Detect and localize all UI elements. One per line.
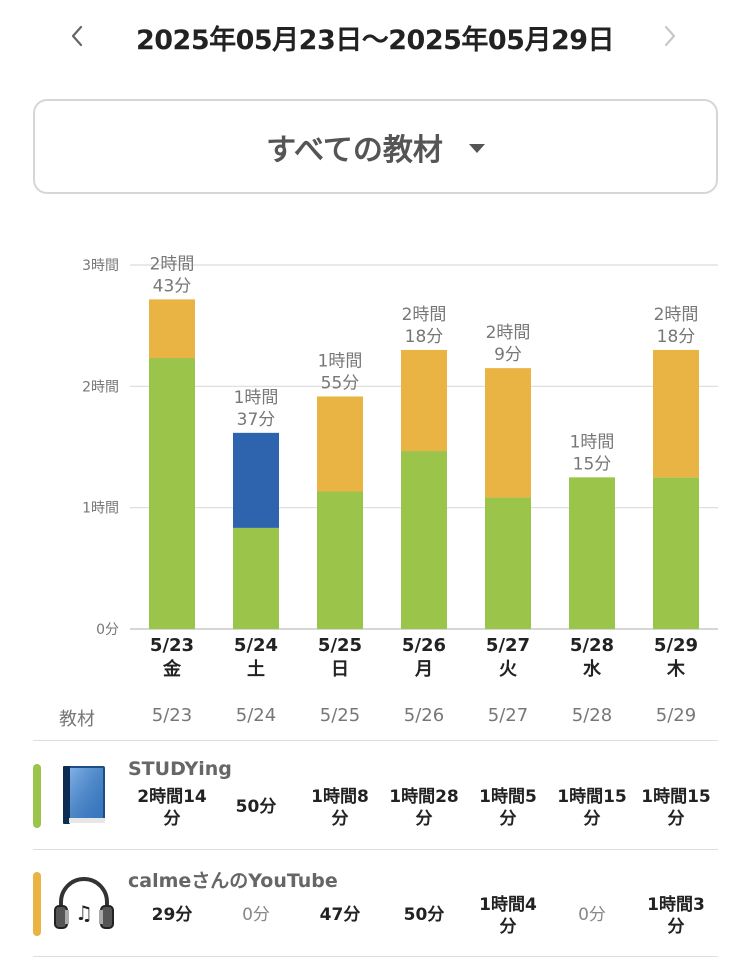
next-week-button[interactable] xyxy=(650,14,690,58)
y-tick-label: 0分 xyxy=(96,622,119,638)
x-weekday-label: 火 xyxy=(499,659,518,680)
material-name: calmeさんのYouTube xyxy=(128,870,338,892)
x-weekday-label: 日 xyxy=(331,659,349,680)
bar-segment xyxy=(317,396,363,492)
book-icon xyxy=(63,766,105,824)
time-cell: 1時間28 分 xyxy=(389,787,459,829)
material-color-bar xyxy=(33,764,41,828)
x-tick-label: 5/29 xyxy=(654,635,698,656)
bar-total-label: 2時間 xyxy=(654,305,699,325)
table-header-label: 教材 xyxy=(59,709,95,730)
y-tick-label: 3時間 xyxy=(82,258,119,274)
x-weekday-label: 水 xyxy=(583,658,602,680)
headphones-icon: ♫ xyxy=(54,877,114,929)
bar-segment xyxy=(401,451,447,629)
bar-segment xyxy=(149,299,195,359)
time-cell: 47分 xyxy=(319,905,361,925)
x-tick-label: 5/28 xyxy=(570,635,614,656)
material-filter-dropdown[interactable]: すべての教材 xyxy=(33,99,718,194)
bar-segment xyxy=(485,368,531,498)
bar-segment xyxy=(653,349,699,478)
table-date-cell: 5/24 xyxy=(235,705,277,726)
week-navigation: 2025年05月23日〜2025年05月29日 xyxy=(0,0,750,78)
y-tick-label: 2時間 xyxy=(82,379,119,395)
time-cell: 1時間15 分 xyxy=(641,787,711,829)
bar-segment xyxy=(317,491,363,629)
time-cell: 29分 xyxy=(151,905,193,925)
x-tick-label: 5/23 xyxy=(150,635,194,656)
date-range-title: 2025年05月23日〜2025年05月29日 xyxy=(135,25,615,56)
time-cell: 50分 xyxy=(403,905,445,925)
table-header-row: 教材 5/23 5/24 5/25 5/26 5/27 5/28 5/29 xyxy=(33,697,718,741)
bar-segment xyxy=(233,432,279,528)
bar-segment xyxy=(653,477,699,629)
x-tick-label: 5/25 xyxy=(318,635,362,656)
material-row-studying[interactable]: STUDYing 2時間14 分 50分 1時間8 分 1時間28 分 1時間5 分 1時間15 分… xyxy=(33,742,718,850)
x-weekday-label: 土 xyxy=(247,659,265,680)
bar-total-label: 15分 xyxy=(573,454,612,474)
x-weekday-label: 木 xyxy=(666,658,686,680)
time-cell: 1時間3 分 xyxy=(647,895,705,937)
bar-segment xyxy=(569,477,615,629)
bar-total-label: 18分 xyxy=(657,327,696,347)
x-tick-label: 5/24 xyxy=(234,635,278,656)
y-tick-label: 1時間 xyxy=(82,501,119,517)
bar-total-label: 2時間 xyxy=(486,323,531,343)
table-date-cell: 5/26 xyxy=(403,705,445,726)
bar-total-label: 9分 xyxy=(494,345,522,365)
bar-total-label: 1時間 xyxy=(318,351,363,371)
time-cell: 0分 xyxy=(242,905,270,925)
bar-segment xyxy=(149,358,195,629)
bar-total-label: 55分 xyxy=(321,373,360,393)
caret-down-icon xyxy=(468,144,485,153)
material-row-youtube[interactable]: ♫ calmeさんのYouTube 29分 0分 47分 50分 1時間4 分 0分 1時間3… xyxy=(33,850,718,957)
table-date-cell: 5/25 xyxy=(319,705,361,726)
bar-total-label: 37分 xyxy=(237,410,276,430)
chevron-left-icon xyxy=(71,25,83,47)
table-date-cell: 5/23 xyxy=(151,705,193,726)
bar-total-label: 2時間 xyxy=(402,305,447,325)
bar-segment xyxy=(233,527,279,629)
x-tick-label: 5/26 xyxy=(402,635,446,656)
material-name: STUDYing xyxy=(128,758,232,780)
time-cell: 50分 xyxy=(235,797,277,817)
bar-total-label: 43分 xyxy=(153,276,192,296)
svg-text:♫: ♫ xyxy=(75,901,93,925)
bar-segment xyxy=(401,349,447,452)
bar-total-label: 1時間 xyxy=(234,388,279,408)
x-tick-label: 5/27 xyxy=(486,635,530,656)
material-filter-label: すべての教材 xyxy=(266,132,443,168)
bar-total-label: 18分 xyxy=(405,327,444,347)
bar-total-label: 2時間 xyxy=(150,254,195,274)
time-cell: 2時間14 分 xyxy=(137,787,207,829)
time-cell: 0分 xyxy=(578,905,606,925)
time-cell: 1時間15 分 xyxy=(557,787,627,829)
chevron-right-icon xyxy=(664,25,676,47)
bar-segment xyxy=(485,497,531,629)
time-cell: 1時間4 分 xyxy=(479,895,537,937)
bar-total-label: 1時間 xyxy=(570,432,615,452)
table-date-cell: 5/28 xyxy=(571,705,613,726)
time-cell: 1時間5 分 xyxy=(479,787,537,829)
table-date-cell: 5/27 xyxy=(487,705,529,726)
x-weekday-label: 金 xyxy=(162,658,182,680)
table-date-cell: 5/29 xyxy=(655,705,697,726)
material-color-bar xyxy=(33,872,41,936)
x-weekday-label: 月 xyxy=(414,659,433,680)
prev-week-button[interactable] xyxy=(57,14,97,58)
time-cell: 1時間8 分 xyxy=(311,787,369,829)
